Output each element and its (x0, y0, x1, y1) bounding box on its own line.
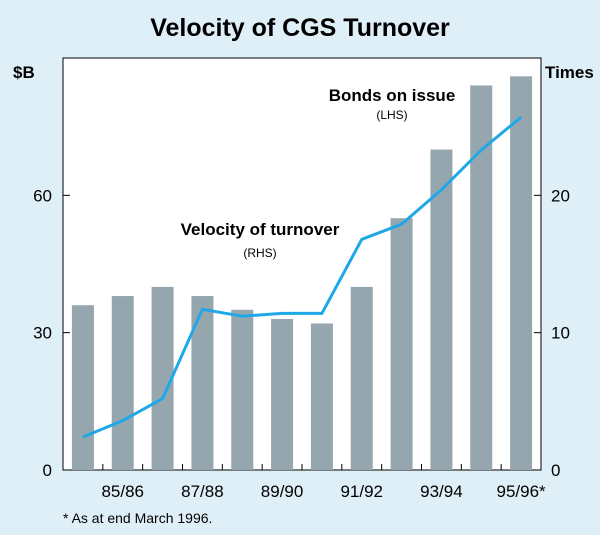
bar-88/89 (231, 309, 254, 470)
x-tick-label: 95/96* (496, 482, 546, 501)
right-tick-label: 0 (551, 461, 560, 480)
chart-title: Velocity of CGS Turnover (150, 14, 450, 42)
bar-92/93 (390, 218, 413, 470)
bar-94/95 (470, 85, 493, 470)
plot-area (62, 57, 542, 471)
x-ticks-group: 85/86 87/88 89/90 91/92 93/94 95/96* (101, 464, 546, 501)
velocity-series-label: Velocity of turnover (181, 220, 340, 239)
x-tick-label: 89/90 (261, 482, 304, 501)
right-tick-label: 10 (551, 324, 570, 343)
footnote: * As at end March 1996. (63, 510, 212, 526)
bar-86/87 (151, 286, 174, 470)
left-tick-label: 0 (43, 461, 52, 480)
bar-89/90 (271, 318, 294, 470)
x-tick-label: 87/88 (181, 482, 224, 501)
bar-95/96* (510, 76, 533, 471)
velocity-series-axis-note: (RHS) (243, 246, 276, 260)
x-tick-label: 91/92 (340, 482, 383, 501)
bar-91/92 (350, 286, 373, 470)
left-tick-label: 30 (33, 324, 52, 343)
bar-84/85 (71, 305, 94, 470)
left-tick-label: 60 (33, 186, 52, 205)
x-tick-label: 93/94 (420, 482, 463, 501)
bar-93/94 (430, 149, 453, 471)
bar-85/86 (111, 296, 134, 470)
bonds-series-label: Bonds on issue (329, 86, 456, 105)
bars-group (71, 76, 533, 471)
right-axis-unit: Times (545, 63, 594, 82)
right-tick-label: 20 (551, 186, 570, 205)
bar-90/91 (310, 323, 333, 470)
bar-87/88 (191, 296, 214, 470)
y-ticks-group: 0 30 60 0 10 20 (33, 186, 570, 480)
x-tick-label: 85/86 (101, 482, 144, 501)
velocity-line (82, 115, 523, 439)
bonds-series-axis-note: (LHS) (376, 108, 407, 122)
left-axis-unit: $B (13, 63, 35, 82)
